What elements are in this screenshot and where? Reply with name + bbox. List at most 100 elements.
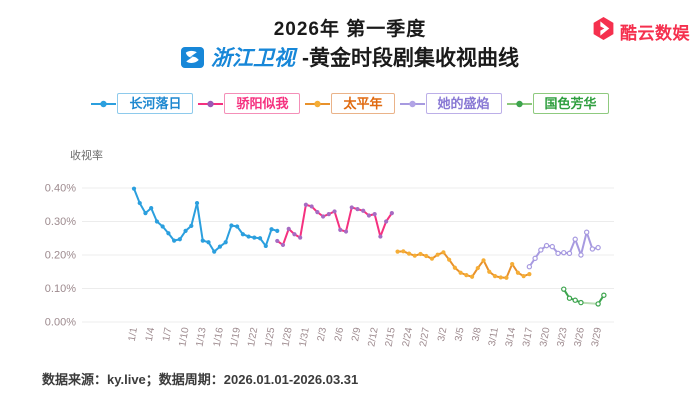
x-tick-label: 3/23 — [555, 326, 569, 348]
subtitle-text: -黄金时段剧集收视曲线 — [302, 47, 519, 70]
legend-item-3[interactable]: 太平年 — [305, 93, 395, 114]
x-tick-label: 3/14 — [504, 326, 518, 348]
data-point-marker — [504, 275, 509, 280]
legend-item-5[interactable]: 国色芳华 — [506, 93, 609, 114]
x-tick-label: 2/9 — [350, 326, 363, 342]
legend-label: 她的盛焰 — [425, 93, 502, 114]
data-point-marker — [212, 249, 217, 254]
data-point-marker — [143, 211, 148, 216]
x-tick-label: 2/6 — [333, 326, 346, 342]
x-tick-label: 2/27 — [418, 326, 432, 348]
x-tick-label: 2/3 — [316, 326, 329, 342]
data-point-marker — [572, 297, 578, 303]
x-tick-label: 2/24 — [401, 326, 415, 348]
data-point-marker — [384, 219, 389, 224]
legend-item-4[interactable]: 她的盛焰 — [399, 93, 502, 114]
data-point-marker — [235, 224, 240, 229]
x-tick-label: 3/17 — [521, 326, 535, 348]
x-tick-label: 3/8 — [471, 326, 484, 342]
data-point-marker — [194, 200, 200, 206]
data-point-marker — [435, 252, 440, 257]
x-tick-label: 1/7 — [161, 326, 174, 342]
data-point-marker — [578, 252, 584, 258]
data-point-marker — [361, 208, 366, 213]
data-point-marker — [366, 213, 372, 218]
data-point-marker — [487, 269, 492, 274]
x-tick-label: 1/31 — [298, 326, 312, 348]
data-point-marker — [395, 249, 400, 254]
data-point-marker — [549, 243, 555, 250]
series-3 — [395, 249, 532, 280]
x-tick-label: 2/15 — [384, 326, 398, 348]
y-tick-label: 0.20% — [45, 250, 76, 262]
data-point-marker — [418, 251, 423, 257]
x-tick-label: 3/11 — [487, 326, 501, 347]
channel-name: 浙江卫视 — [211, 47, 295, 70]
data-point-marker — [378, 234, 383, 239]
data-point-marker — [303, 202, 308, 207]
data-point-marker — [406, 251, 412, 256]
data-point-marker — [320, 214, 326, 219]
data-point-marker — [572, 236, 578, 242]
data-point-marker — [338, 227, 343, 232]
data-point-marker — [583, 229, 590, 235]
data-point-marker — [447, 257, 452, 262]
data-point-marker — [555, 250, 561, 257]
legend-label: 国色芳华 — [532, 93, 609, 114]
legend-item-1[interactable]: 长河落日 — [91, 93, 194, 114]
y-tick-label: 0.10% — [45, 283, 76, 295]
data-point-marker — [275, 228, 280, 233]
data-point-marker — [326, 212, 331, 217]
y-tick-label: 0.30% — [45, 216, 76, 228]
x-tick-label: 1/4 — [144, 326, 157, 342]
data-point-marker — [595, 244, 601, 251]
data-point-marker — [137, 200, 142, 206]
data-point-marker — [498, 275, 503, 280]
x-tick-label: 1/13 — [195, 326, 209, 348]
data-point-marker — [154, 219, 160, 224]
y-tick-label: 0.00% — [45, 317, 76, 329]
data-point-marker — [298, 235, 303, 240]
legend-label: 太平年 — [331, 93, 395, 114]
data-point-marker — [200, 238, 205, 243]
kuyun-brand-logo: 酷云数娱 — [591, 16, 690, 46]
data-point-marker — [206, 240, 211, 245]
data-point-marker — [526, 264, 533, 270]
legend-marker-icon — [399, 100, 425, 107]
data-point-marker — [527, 271, 532, 277]
data-point-marker — [601, 292, 607, 298]
data-point-marker — [389, 211, 394, 216]
data-point-marker — [566, 295, 573, 301]
data-point-marker — [257, 236, 263, 241]
data-point-marker — [189, 223, 194, 228]
data-point-marker — [464, 273, 469, 278]
x-tick-label: 3/26 — [573, 326, 587, 348]
data-point-marker — [475, 265, 480, 271]
data-point-marker — [561, 286, 567, 292]
x-tick-label: 1/25 — [263, 326, 277, 348]
x-tick-label: 1/19 — [229, 326, 243, 348]
data-point-marker — [240, 232, 245, 237]
y-tick-label: 0.40% — [45, 183, 76, 195]
legend-label: 长河落日 — [117, 93, 194, 114]
data-point-marker — [429, 256, 435, 261]
data-point-marker — [263, 243, 268, 249]
series-1 — [131, 186, 280, 254]
data-point-marker — [252, 235, 257, 240]
data-point-marker — [275, 238, 280, 244]
data-point-marker — [510, 261, 515, 267]
data-point-marker — [412, 253, 417, 258]
x-tick-label: 1/22 — [246, 326, 260, 348]
data-point-marker — [223, 240, 228, 245]
data-point-marker — [229, 223, 234, 228]
data-point-marker — [309, 204, 314, 209]
x-tick-label: 3/29 — [590, 326, 604, 348]
legend-item-2[interactable]: 骄阳似我 — [198, 93, 301, 114]
data-point-marker — [217, 244, 223, 249]
data-point-marker — [372, 212, 377, 217]
data-point-marker — [149, 206, 154, 211]
data-point-marker — [280, 242, 286, 248]
legend-marker-icon — [198, 100, 224, 107]
data-point-marker — [343, 229, 349, 234]
